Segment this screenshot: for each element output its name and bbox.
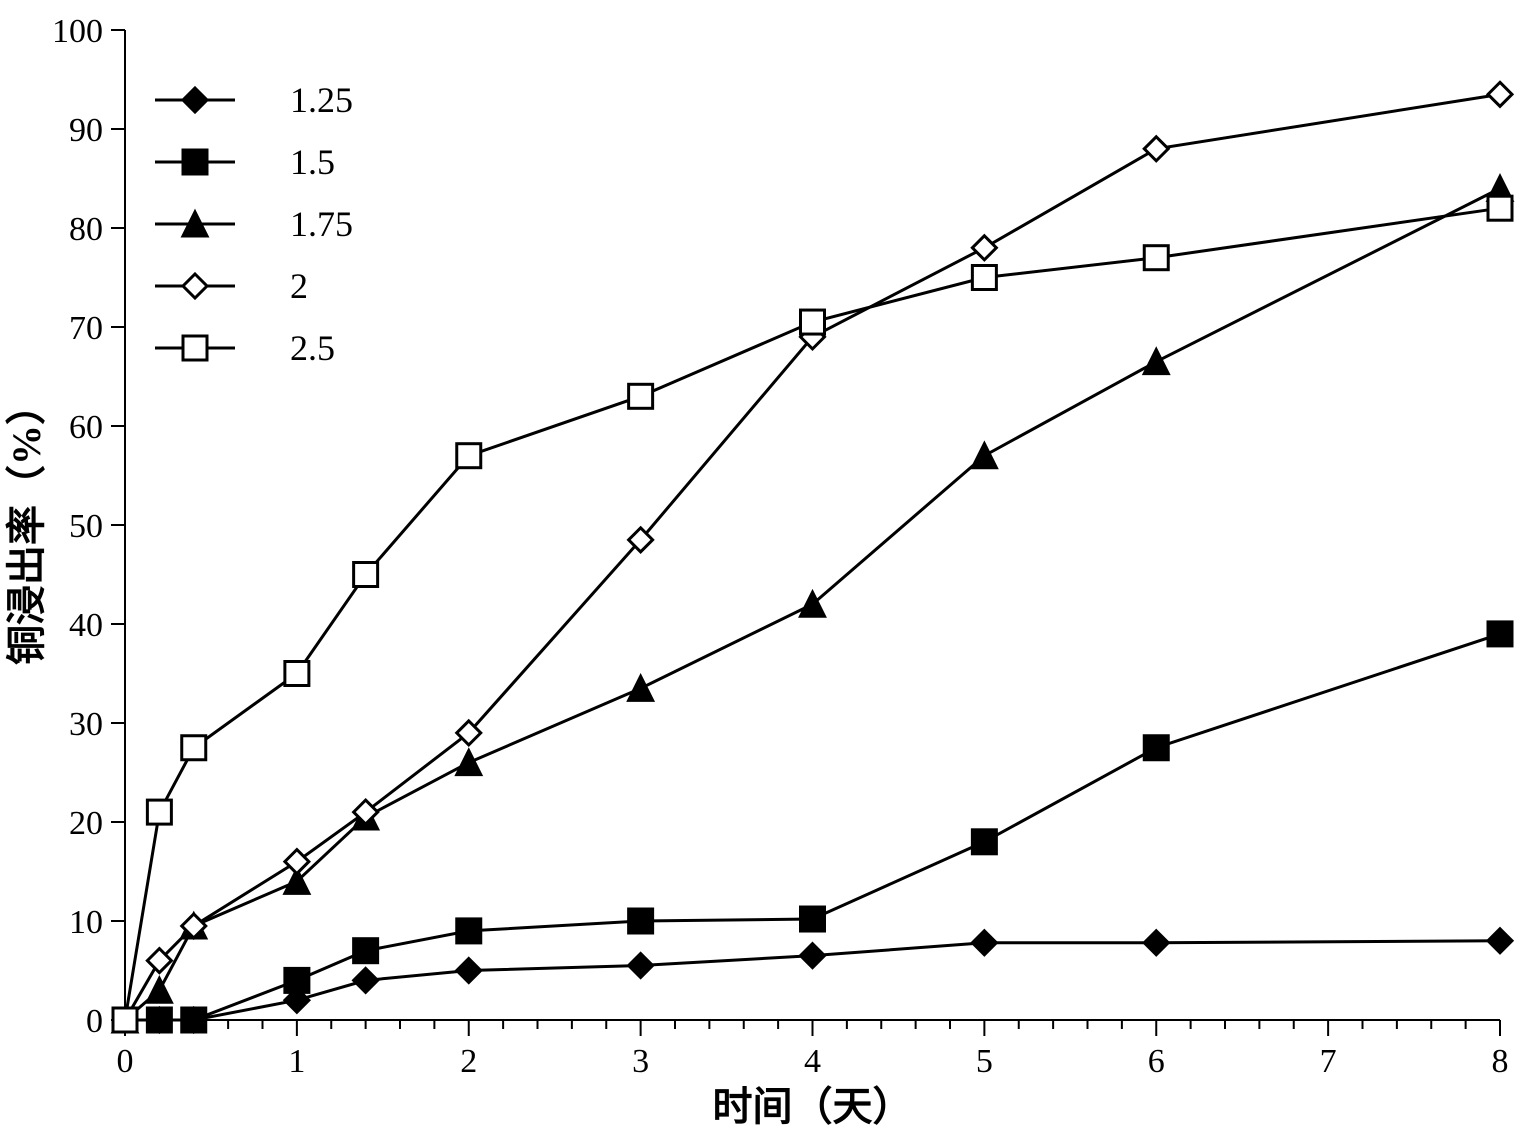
y-tick-label: 30 bbox=[69, 706, 103, 743]
x-tick-label: 8 bbox=[1492, 1043, 1509, 1080]
x-tick-label: 2 bbox=[460, 1043, 477, 1080]
y-axis-label: 铜浸出率（%） bbox=[4, 385, 49, 665]
line-chart: 0 10 20 30 40 50 60 70 80 90 100 0 1 2 3 4 5 6 7 8 时间（天） 铜浸出率… bbox=[0, 0, 1536, 1140]
x-tick-label: 6 bbox=[1148, 1043, 1165, 1080]
x-tick-label: 4 bbox=[804, 1043, 821, 1080]
y-tick-label: 60 bbox=[69, 409, 103, 446]
x-tick-label: 3 bbox=[632, 1043, 649, 1080]
y-tick-label: 10 bbox=[69, 904, 103, 941]
y-tick-label: 0 bbox=[86, 1003, 103, 1040]
legend-label: 1.25 bbox=[290, 80, 353, 120]
chart-container: 0 10 20 30 40 50 60 70 80 90 100 0 1 2 3 4 5 6 7 8 时间（天） 铜浸出率… bbox=[0, 0, 1536, 1140]
y-tick-label: 100 bbox=[52, 13, 103, 50]
y-tick-label: 40 bbox=[69, 607, 103, 644]
x-tick-label: 5 bbox=[976, 1043, 993, 1080]
y-tick-label: 70 bbox=[69, 310, 103, 347]
legend-label: 2 bbox=[290, 266, 308, 306]
legend-label: 1.75 bbox=[290, 204, 353, 244]
legend-label: 2.5 bbox=[290, 328, 335, 368]
legend-label: 1.5 bbox=[290, 142, 335, 182]
y-tick-label: 50 bbox=[69, 508, 103, 545]
x-tick-label: 1 bbox=[288, 1043, 305, 1080]
x-tick-label: 7 bbox=[1320, 1043, 1337, 1080]
y-tick-label: 90 bbox=[69, 112, 103, 149]
x-tick-label: 0 bbox=[117, 1043, 134, 1080]
y-tick-label: 20 bbox=[69, 805, 103, 842]
y-tick-label: 80 bbox=[69, 211, 103, 248]
x-axis-label: 时间（天） bbox=[713, 1084, 913, 1129]
